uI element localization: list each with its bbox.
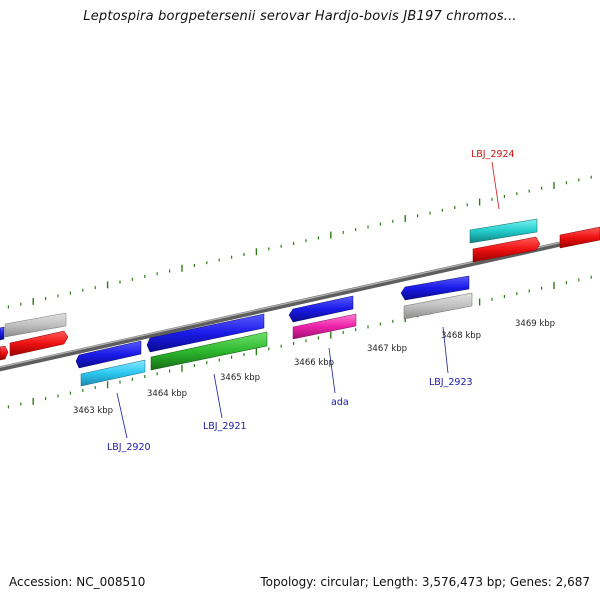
gene-feature-lbj-2923[interactable]	[403, 292, 473, 320]
gene-feature[interactable]	[0, 326, 5, 341]
gene-features	[0, 218, 600, 387]
gene-feature-lbj-2920[interactable]	[80, 359, 146, 387]
label-leaders	[116, 161, 500, 439]
inner-tick-ring	[7, 275, 592, 409]
accession-label: Accession: NC_008510	[9, 575, 146, 589]
gene-feature[interactable]	[146, 313, 265, 353]
gene-feature-lbj-2924[interactable]	[469, 218, 538, 244]
gene-feature[interactable]	[400, 275, 470, 301]
gene-label-lbj-2923[interactable]: LBJ_2923	[429, 377, 473, 388]
tick-label: 3469 kbp	[515, 319, 555, 329]
gene-feature[interactable]	[559, 226, 600, 249]
gene-labels: LBJ_2920 LBJ_2921 ada LBJ_2923 LBJ_2924	[107, 149, 515, 453]
tick-label: 3468 kbp	[441, 331, 481, 341]
tick-labels: 3463 kbp 3464 kbp 3465 kbp 3466 kbp 3467…	[73, 319, 555, 416]
gene-label-ada[interactable]: ada	[331, 397, 349, 408]
gene-label-lbj-2920[interactable]: LBJ_2920	[107, 442, 151, 453]
gene-feature-ada[interactable]	[292, 313, 357, 340]
tick-label: 3467 kbp	[367, 344, 407, 354]
gene-feature[interactable]	[4, 312, 67, 338]
gene-feature-lbj-2921[interactable]	[150, 331, 268, 371]
gene-feature[interactable]	[472, 236, 541, 263]
tick-label: 3464 kbp	[147, 389, 187, 399]
gene-label-lbj-2921[interactable]: LBJ_2921	[203, 421, 247, 432]
gene-feature[interactable]	[0, 345, 9, 361]
topology-summary: Topology: circular; Length: 3,576,473 bp…	[260, 575, 590, 589]
outer-tick-ring	[7, 175, 592, 309]
tick-label: 3466 kbp	[294, 358, 334, 368]
map-title: Leptospira borgpetersenii serovar Hardjo…	[83, 9, 517, 24]
gene-label-lbj-2924[interactable]: LBJ_2924	[471, 149, 515, 160]
tick-label: 3465 kbp	[220, 373, 260, 383]
backbone-line	[0, 232, 600, 372]
tick-label: 3463 kbp	[73, 406, 113, 416]
gene-feature[interactable]	[75, 340, 142, 369]
gene-feature[interactable]	[9, 330, 69, 357]
gene-feature[interactable]	[288, 295, 354, 323]
